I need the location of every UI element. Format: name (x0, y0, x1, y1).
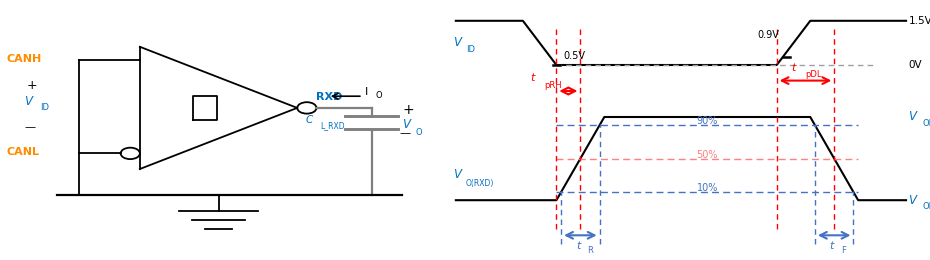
Text: I: I (365, 87, 368, 97)
Text: 1.5V: 1.5V (909, 16, 930, 26)
Text: V: V (909, 194, 916, 207)
Text: V: V (402, 118, 410, 131)
Text: 90%: 90% (697, 116, 718, 126)
Text: t: t (530, 73, 535, 83)
Text: —: — (400, 128, 411, 138)
Text: +: + (26, 79, 37, 92)
Text: V: V (909, 110, 916, 124)
Text: V: V (24, 95, 32, 108)
Text: O: O (415, 128, 422, 136)
Text: C: C (306, 115, 313, 125)
Text: CANL: CANL (7, 147, 40, 157)
Text: 50%: 50% (697, 150, 718, 160)
Text: V: V (454, 36, 461, 49)
Text: O(RXD): O(RXD) (465, 179, 494, 188)
Text: —: — (24, 122, 35, 132)
Text: +: + (402, 103, 414, 118)
Text: CANH: CANH (7, 54, 42, 63)
Text: t: t (791, 63, 795, 73)
Text: 10%: 10% (697, 183, 718, 193)
Text: 0.5V: 0.5V (564, 51, 586, 61)
Text: 0.9V: 0.9V (758, 30, 779, 40)
Text: OL: OL (923, 202, 930, 211)
Text: ID: ID (466, 45, 475, 54)
Text: V: V (454, 168, 461, 181)
Text: OH: OH (923, 119, 930, 128)
Text: F: F (842, 246, 846, 255)
Text: RXD: RXD (316, 93, 343, 102)
Text: pDL: pDL (805, 70, 822, 79)
Text: O: O (375, 91, 381, 100)
Text: t: t (576, 241, 580, 251)
Text: t: t (830, 241, 834, 251)
Text: L_RXD: L_RXD (320, 122, 345, 131)
Text: R: R (588, 246, 593, 255)
Text: pRH: pRH (544, 81, 562, 90)
Text: 0V: 0V (909, 60, 922, 70)
Text: ID: ID (40, 103, 49, 112)
